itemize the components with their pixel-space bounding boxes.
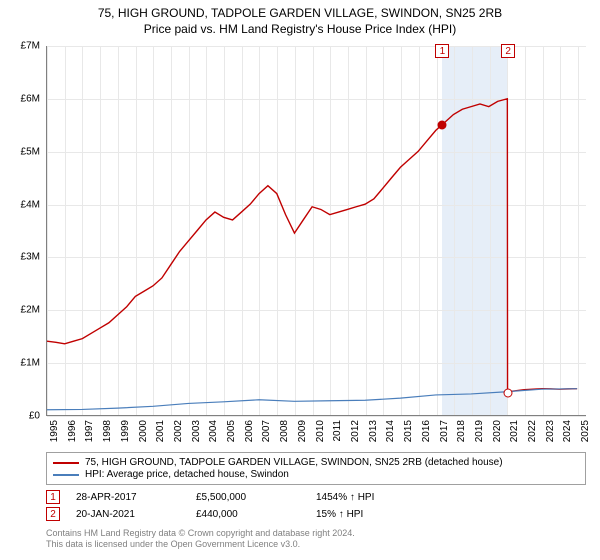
x-tick-label: 2007 xyxy=(261,420,272,442)
annotation-row: 2 20-JAN-2021 £440,000 15% ↑ HPI xyxy=(46,507,586,521)
annotation-marker-icon: 1 xyxy=(46,490,60,504)
legend: 75, HIGH GROUND, TADPOLE GARDEN VILLAGE,… xyxy=(46,452,586,485)
x-tick-label: 2011 xyxy=(332,420,343,442)
x-tick-label: 1999 xyxy=(120,420,131,442)
annotation-date: 20-JAN-2021 xyxy=(76,509,196,520)
x-tick-label: 2022 xyxy=(527,420,538,442)
chart-container: 75, HIGH GROUND, TADPOLE GARDEN VILLAGE,… xyxy=(0,0,600,560)
y-tick-label: £4M xyxy=(21,199,40,210)
x-tick-label: 2001 xyxy=(155,420,166,442)
marker-box-icon: 1 xyxy=(435,44,449,58)
legend-label: HPI: Average price, detached house, Swin… xyxy=(85,469,289,480)
x-tick-label: 2018 xyxy=(456,420,467,442)
legend-swatch xyxy=(53,474,79,476)
x-tick-label: 1996 xyxy=(67,420,78,442)
x-tick-label: 2003 xyxy=(191,420,202,442)
annotation-pct: 1454% ↑ HPI xyxy=(316,492,436,503)
footer-line: This data is licensed under the Open Gov… xyxy=(46,539,355,550)
x-tick-label: 1995 xyxy=(49,420,60,442)
x-tick-label: 2008 xyxy=(279,420,290,442)
x-axis-ticks: 1995 1996 1997 1998 1999 2000 2001 2002 2003 2004… xyxy=(46,416,586,450)
y-axis-ticks: £0£1M£2M£3M£4M£5M£6M£7M xyxy=(0,46,44,416)
plot-area: 12 xyxy=(46,46,586,416)
annotation-date: 28-APR-2017 xyxy=(76,492,196,503)
x-tick-label: 2015 xyxy=(403,420,414,442)
x-tick-label: 2025 xyxy=(580,420,591,442)
x-tick-label: 1997 xyxy=(84,420,95,442)
x-tick-label: 2009 xyxy=(297,420,308,442)
x-tick-label: 2006 xyxy=(244,420,255,442)
x-tick-label: 2024 xyxy=(562,420,573,442)
y-tick-label: £2M xyxy=(21,305,40,316)
y-tick-label: £7M xyxy=(21,41,40,52)
annotation-marker-cell: 1 xyxy=(46,490,76,504)
x-tick-label: 1998 xyxy=(102,420,113,442)
series-hpi xyxy=(47,389,577,410)
legend-item: 75, HIGH GROUND, TADPOLE GARDEN VILLAGE,… xyxy=(53,457,579,468)
point-marker-icon xyxy=(504,388,513,397)
x-tick-label: 2010 xyxy=(315,420,326,442)
y-tick-label: £5M xyxy=(21,146,40,157)
footer-line: Contains HM Land Registry data © Crown c… xyxy=(46,528,355,539)
annotation-marker-icon: 2 xyxy=(46,507,60,521)
annotation-marker-cell: 2 xyxy=(46,507,76,521)
x-tick-label: 2021 xyxy=(509,420,520,442)
x-tick-label: 2020 xyxy=(492,420,503,442)
title-subtitle: Price paid vs. HM Land Registry's House … xyxy=(0,22,600,36)
x-tick-label: 2014 xyxy=(385,420,396,442)
annotation-price: £440,000 xyxy=(196,509,316,520)
title-address: 75, HIGH GROUND, TADPOLE GARDEN VILLAGE,… xyxy=(0,6,600,20)
y-tick-label: £0 xyxy=(29,411,40,422)
point-marker-icon xyxy=(438,121,447,130)
x-tick-label: 2023 xyxy=(545,420,556,442)
legend-label: 75, HIGH GROUND, TADPOLE GARDEN VILLAGE,… xyxy=(85,457,503,468)
x-tick-label: 2002 xyxy=(173,420,184,442)
marker-box-icon: 2 xyxy=(501,44,515,58)
y-tick-label: £6M xyxy=(21,93,40,104)
legend-swatch xyxy=(53,462,79,464)
annotation-table: 1 28-APR-2017 £5,500,000 1454% ↑ HPI 2 2… xyxy=(46,490,586,524)
x-tick-label: 2013 xyxy=(368,420,379,442)
footer: Contains HM Land Registry data © Crown c… xyxy=(46,528,355,551)
line-layer xyxy=(47,46,586,415)
x-tick-label: 2016 xyxy=(421,420,432,442)
annotation-row: 1 28-APR-2017 £5,500,000 1454% ↑ HPI xyxy=(46,490,586,504)
legend-item: HPI: Average price, detached house, Swin… xyxy=(53,469,579,480)
x-tick-label: 2004 xyxy=(208,420,219,442)
x-tick-label: 2005 xyxy=(226,420,237,442)
series-property_price xyxy=(47,99,577,392)
y-tick-label: £1M xyxy=(21,358,40,369)
x-tick-label: 2012 xyxy=(350,420,361,442)
annotation-pct: 15% ↑ HPI xyxy=(316,509,436,520)
x-tick-label: 2017 xyxy=(439,420,450,442)
y-tick-label: £3M xyxy=(21,252,40,263)
title-block: 75, HIGH GROUND, TADPOLE GARDEN VILLAGE,… xyxy=(0,0,600,36)
x-tick-label: 2019 xyxy=(474,420,485,442)
annotation-price: £5,500,000 xyxy=(196,492,316,503)
x-tick-label: 2000 xyxy=(138,420,149,442)
